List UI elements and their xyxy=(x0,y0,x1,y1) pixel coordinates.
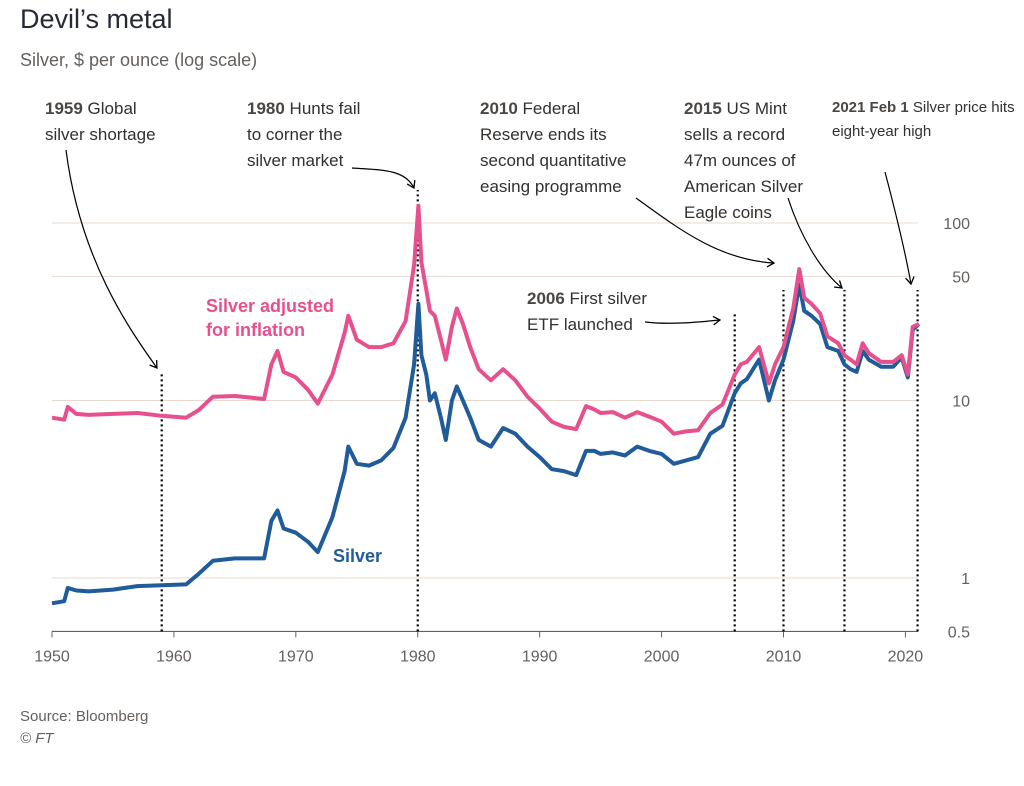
chart-subtitle: Silver, $ per ounce (log scale) xyxy=(20,50,258,70)
annotation-line: ETF launched xyxy=(527,315,633,334)
inflation-series-line xyxy=(51,203,920,436)
annotation-line: First silver xyxy=(570,289,648,308)
annotation-line: Federal xyxy=(523,99,581,118)
annotation-layer: 1959 Global silver shortage 1980 Hunts fai… xyxy=(45,99,1015,369)
series-layer xyxy=(51,203,921,606)
x-tick-label: 2020 xyxy=(888,648,924,665)
annotation-line: easing programme xyxy=(480,177,622,196)
annotation-line: Eagle coins xyxy=(684,203,772,222)
series-labels: Silver Silver adjusted for inflation xyxy=(206,296,382,566)
x-tick-label: 2000 xyxy=(644,648,680,665)
inflation-series-label: Silver adjusted xyxy=(206,296,334,316)
x-tick-label: 1980 xyxy=(400,648,436,665)
x-tick-label: 1990 xyxy=(522,648,558,665)
annotation-year: 1980 xyxy=(247,99,290,118)
annotation-arrow xyxy=(884,171,912,285)
y-tick-label: 100 xyxy=(943,216,970,233)
x-tick-label: 2010 xyxy=(766,648,802,665)
annotation-line: American Silver xyxy=(684,177,803,196)
y-tick-label: 1 xyxy=(961,571,970,588)
annotation-2015: 2015 US Mint sells a record 47m ounces of A… xyxy=(684,99,803,222)
annotation-year: 2006 xyxy=(527,289,570,308)
annotation-line: 47m ounces of xyxy=(684,151,796,170)
x-tick-label: 1960 xyxy=(156,648,192,665)
y-tick-label: 0.5 xyxy=(948,624,970,641)
annotation-line: Reserve ends its xyxy=(480,125,607,144)
annotation-line: second quantitative xyxy=(480,151,627,170)
annotation-arrow xyxy=(351,167,415,189)
y-tick-label: 10 xyxy=(952,394,970,411)
copyright-note: © FT xyxy=(20,730,54,747)
grid-layer xyxy=(52,222,918,579)
annotation-year: 1959 xyxy=(45,99,88,118)
annotation-line: silver shortage xyxy=(45,125,156,144)
annotation-arrow xyxy=(644,319,721,324)
annotation-arrow xyxy=(635,197,775,264)
annotation-line: Hunts fail xyxy=(290,99,361,118)
arrowhead xyxy=(712,315,722,326)
annotation-line: silver market xyxy=(247,151,344,170)
annotation-year: 2015 xyxy=(684,99,727,118)
annotation-1959: 1959 Global silver shortage xyxy=(45,99,156,144)
silver-series-label: Silver xyxy=(333,546,382,566)
inflation-series-label: for inflation xyxy=(206,320,305,340)
annotation-arrow xyxy=(65,149,158,369)
annotation-line: Silver price hits xyxy=(913,99,1015,116)
annotation-2010: 2010 Federal Reserve ends its second quant… xyxy=(480,99,627,196)
chart-title: Devil’s metal xyxy=(20,4,173,34)
annotation-line: sells a record xyxy=(684,125,785,144)
annotation-1980: 1980 Hunts fail to corner the silver marke… xyxy=(247,99,360,170)
annotation-year: 2021 Feb 1 xyxy=(832,99,913,116)
annotation-line: to corner the xyxy=(247,125,342,144)
x-tick-label: 1950 xyxy=(34,648,70,665)
arrowhead xyxy=(766,257,776,268)
arrowhead xyxy=(905,276,915,286)
annotation-2006: 2006 First silver ETF launched xyxy=(527,289,647,334)
x-tick-label: 1970 xyxy=(278,648,314,665)
silver-series-line xyxy=(51,282,921,606)
source-note: Source: Bloomberg xyxy=(20,708,149,725)
annotation-line: eight-year high xyxy=(832,123,931,140)
annotation-line: US Mint xyxy=(727,99,788,118)
annotation-year: 2010 xyxy=(480,99,523,118)
arrowhead xyxy=(406,179,416,190)
y-tick-label: 50 xyxy=(952,269,970,286)
annotation-line: Global xyxy=(88,99,137,118)
axis-layer: 0.5 1 10 50 100 1950 1960 1970 1980 1990 2000 2010 2… xyxy=(34,216,970,665)
arrowhead xyxy=(834,280,843,289)
annotation-arrow xyxy=(787,197,843,289)
annotation-2021: 2021 Feb 1 Silver price hits eight-year h… xyxy=(832,99,1015,140)
arrowhead xyxy=(149,359,158,369)
